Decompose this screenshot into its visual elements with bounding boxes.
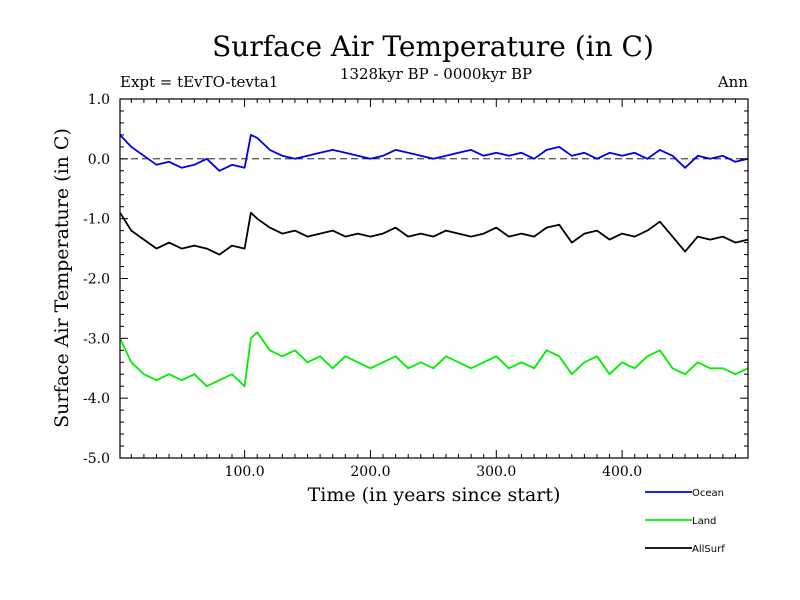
axis-layer: 100.0 200.0 300.0 400.0 1.0 0.0 -1.0 -2.0 -3.0 -4… [83, 92, 748, 480]
y-tick-label: -2.0 [83, 272, 110, 288]
x-tick-label: 100.0 [225, 464, 265, 480]
expt-label: Expt = tEvTO-tevta1 [120, 73, 278, 91]
y-tick-label: -1.0 [83, 212, 110, 228]
series-line-ocean [119, 133, 749, 172]
x-tick-label: 300.0 [476, 464, 516, 480]
legend-label-land: Land [692, 516, 716, 527]
y-tick-label: 0.0 [88, 152, 110, 168]
y-tick-label: -4.0 [83, 391, 110, 407]
legend: Ocean Land AllSurf [645, 488, 725, 555]
x-tick-label: 400.0 [602, 464, 642, 480]
chart-subtitle: 1328kyr BP - 0000kyr BP [340, 65, 532, 83]
period-label: Ann [717, 73, 748, 91]
plot-frame [119, 98, 749, 459]
chart-title: Surface Air Temperature (in C) [212, 30, 654, 63]
series-line-allsurf [119, 211, 749, 256]
y-axis-label: Surface Air Temperature (in C) [51, 128, 73, 428]
series-layer [119, 133, 749, 388]
x-axis-label: Time (in years since start) [308, 484, 561, 506]
y-tick-label: -3.0 [83, 331, 110, 347]
x-tick-label: 200.0 [350, 464, 390, 480]
legend-label-allsurf: AllSurf [692, 544, 725, 555]
legend-label-ocean: Ocean [692, 488, 724, 499]
y-tick-label: -5.0 [83, 451, 110, 467]
series-line-land [119, 331, 749, 388]
y-tick-label: 1.0 [88, 92, 110, 108]
